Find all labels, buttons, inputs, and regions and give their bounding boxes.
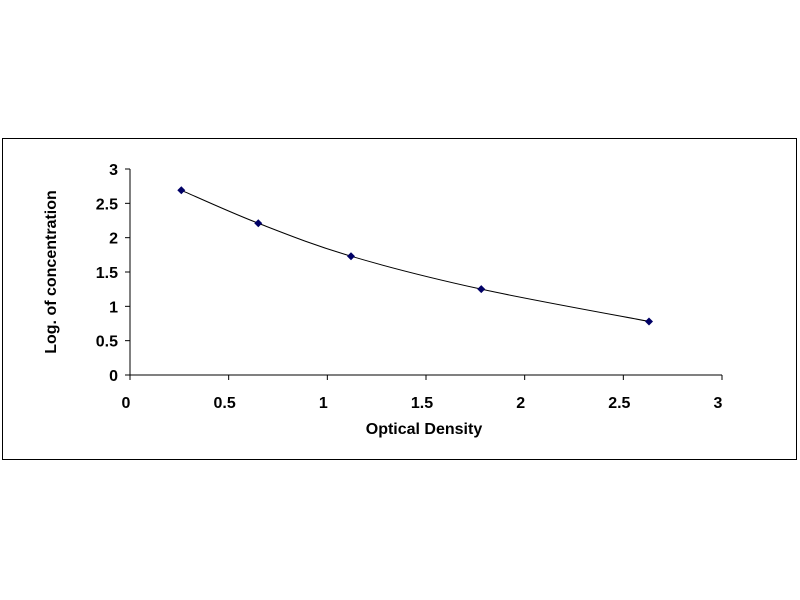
x-tick-label: 1.5 [411, 395, 433, 412]
y-tick-label: 3 [109, 162, 118, 179]
chart-frame [2, 138, 797, 460]
x-axis-title: Optical Density [366, 421, 483, 438]
data-point [477, 285, 486, 294]
x-tick-label: 0 [122, 395, 131, 412]
x-tick-label: 2 [516, 395, 525, 412]
y-tick-label: 0.5 [96, 334, 118, 351]
data-point [347, 252, 356, 261]
x-ticks: 0 0.5 1 1.5 2 2.5 3 [122, 375, 723, 412]
y-ticks: 0 0.5 1 1.5 2 2.5 3 [96, 162, 130, 385]
y-tick-label: 2 [109, 231, 118, 248]
data-points [177, 186, 653, 326]
y-tick-label: 1 [109, 299, 118, 316]
y-tick-label: 1.5 [96, 265, 118, 282]
x-tick-label: 2.5 [608, 395, 630, 412]
y-tick-label: 2.5 [96, 196, 118, 213]
x-tick-label: 3 [714, 395, 723, 412]
y-tick-label: 0 [109, 368, 118, 385]
y-axis-title: Log. of concentration [43, 190, 60, 354]
x-tick-label: 0.5 [214, 395, 236, 412]
data-point [644, 317, 653, 326]
data-point [177, 186, 186, 195]
axes [129, 169, 722, 376]
trend-line [181, 189, 650, 322]
x-tick-label: 1 [319, 395, 328, 412]
data-point [254, 219, 263, 228]
